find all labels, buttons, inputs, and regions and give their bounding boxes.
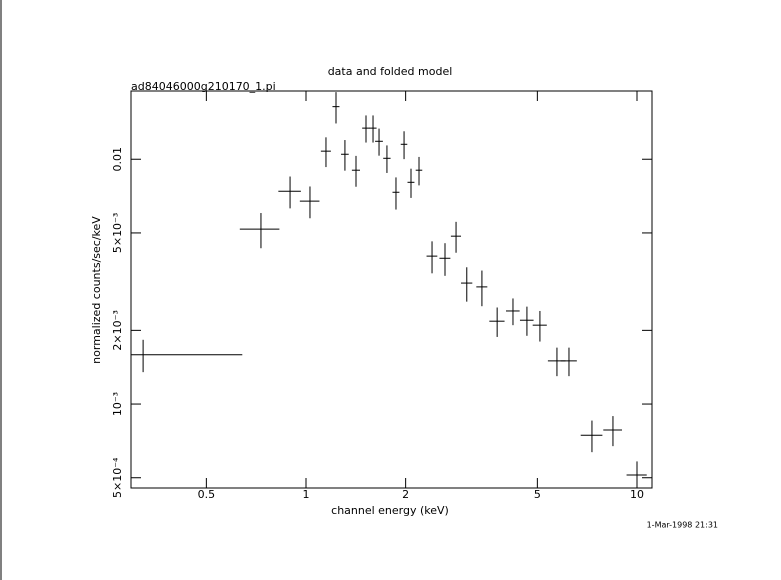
timestamp: 1-Mar-1998 21:31 [647,521,718,530]
x-tick-label: 2 [402,488,409,501]
chart-title: data and folded model [328,65,453,78]
plot-frame [130,90,653,489]
y-axis-label: normalized counts/sec/keV [90,216,103,364]
x-axis-label: channel energy (keV) [331,504,449,517]
x-tick-label: 5 [534,488,541,501]
x-tick-label: 0.5 [198,488,216,501]
chart-subtitle: ad84046000g210170_1.pi [131,80,276,93]
y-tick-label: 2×10⁻³ [111,310,124,350]
x-tick-label: 1 [303,488,310,501]
y-tick-label: 10⁻³ [111,392,124,416]
x-tick-label: 10 [630,488,644,501]
y-tick-label: 5×10⁻⁴ [111,457,124,498]
y-tick-label: 0.01 [111,147,124,172]
y-tick-label: 5×10⁻³ [111,213,124,253]
data-layer [131,92,647,488]
